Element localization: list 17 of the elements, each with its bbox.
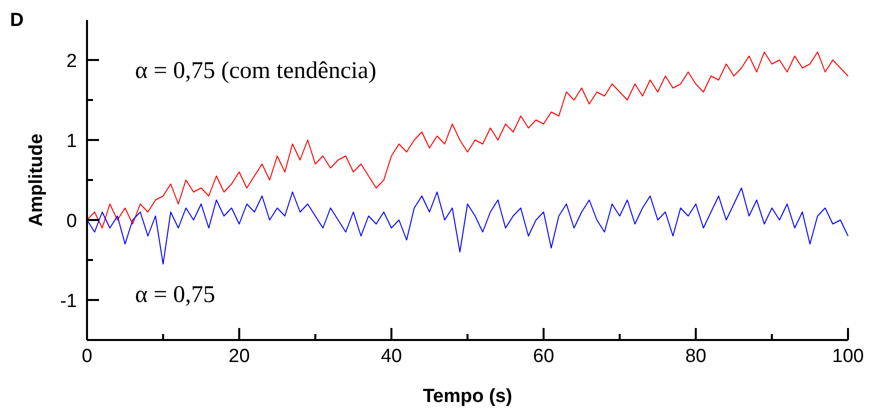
y-tick-label: -1 (60, 291, 77, 312)
x-tick-label: 60 (533, 346, 554, 367)
y-tick-label: 2 (66, 51, 77, 72)
y-tick-label: 0 (66, 211, 77, 232)
series-label: α = 0,75 (135, 282, 216, 308)
line-series (86, 188, 848, 264)
line-series (86, 52, 848, 228)
text: D (10, 10, 24, 31)
y-tick-label: 1 (66, 131, 77, 152)
x-tick-label: 0 (82, 346, 92, 367)
text: α = 0,75 (com tendência) (135, 58, 376, 84)
x-tick-label: 40 (380, 346, 402, 367)
x-tick-label: 100 (832, 346, 864, 367)
x-axis-title: Tempo (s) (422, 386, 512, 407)
x-tick-label: 80 (685, 346, 706, 367)
x-tick-label: 20 (228, 346, 250, 367)
y-axis-title: Amplitude (26, 134, 47, 226)
